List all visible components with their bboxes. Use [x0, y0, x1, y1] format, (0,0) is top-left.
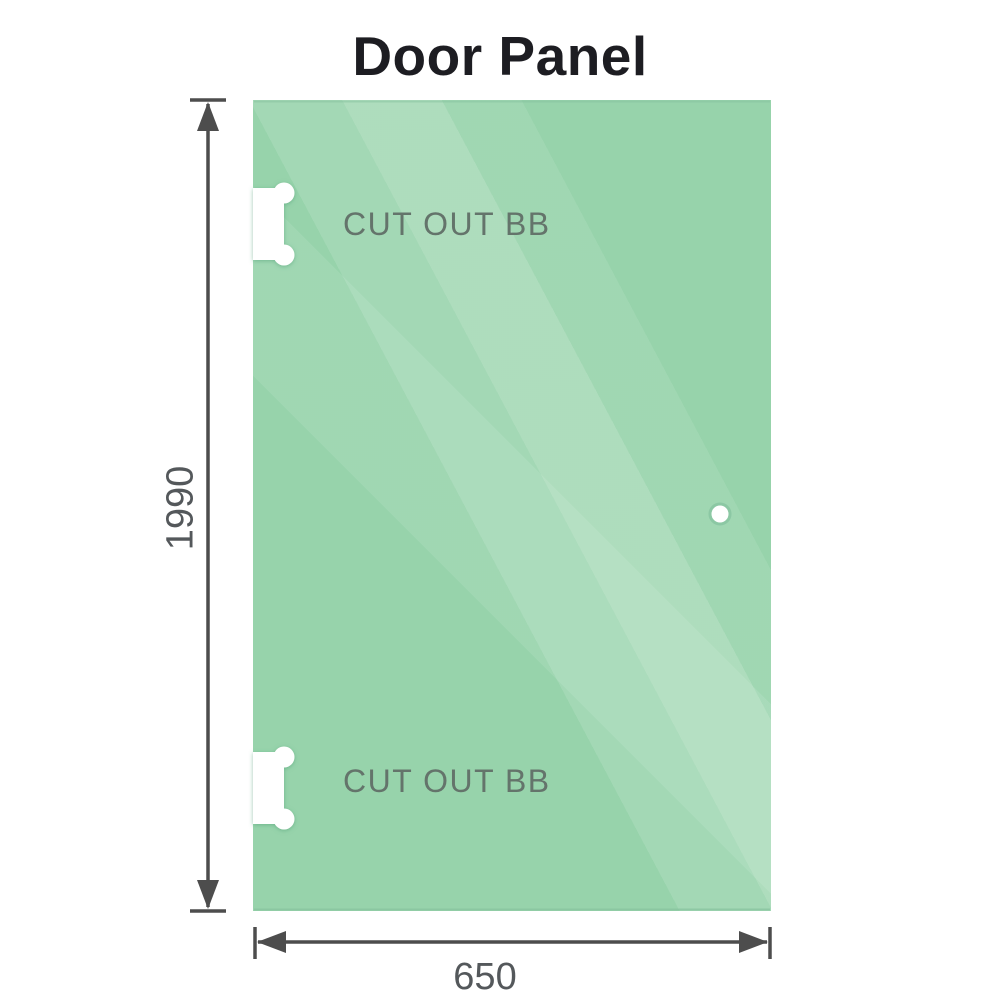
height-dimension: [190, 98, 226, 913]
arrow-right-icon: [739, 931, 768, 953]
cutout-label-bottom: CUT OUT BB: [343, 763, 551, 799]
cutout-label-top: CUT OUT BB: [343, 206, 551, 242]
width-dimension-arrows: [257, 931, 768, 953]
hinge-cutout-bottom: [253, 746, 295, 830]
cutout-lobe: [273, 808, 295, 830]
width-dimension: [253, 927, 772, 959]
arrow-left-icon: [257, 931, 286, 953]
arrow-up-icon: [197, 102, 219, 131]
glass-reflection-overlay-2: [253, 100, 771, 911]
cutout-lobe: [273, 244, 295, 266]
height-dimension-label: 1990: [159, 465, 202, 551]
cutout-lobe: [273, 182, 295, 204]
handle-hole: [708, 502, 732, 526]
cutout-lobe: [273, 746, 295, 768]
width-dimension-label: 650: [453, 956, 517, 998]
arrow-down-icon: [197, 880, 219, 909]
page-title: Door Panel: [352, 25, 648, 87]
height-dimension-arrows: [197, 102, 219, 909]
hinge-cutout-top: [253, 182, 295, 266]
